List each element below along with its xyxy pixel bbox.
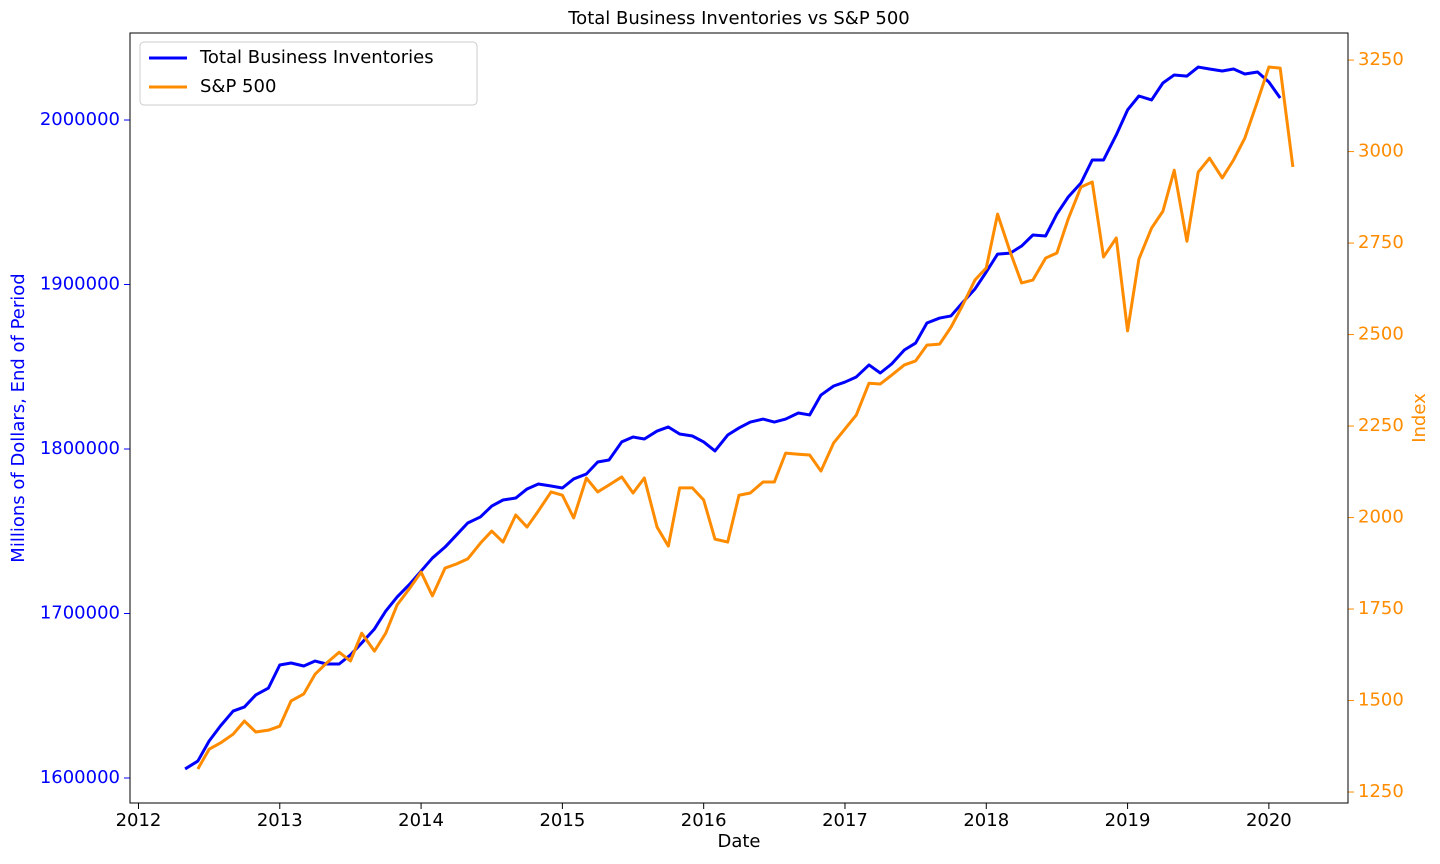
chart-title: Total Business Inventories vs S&P 500 (567, 8, 910, 29)
y2-tick-label: 1500 (1358, 690, 1404, 711)
plot-frame (129, 32, 1349, 804)
legend: Total Business Inventories S&P 500 (139, 41, 478, 106)
y-tick-label: 1700000 (40, 603, 120, 624)
y2-tick-label: 2750 (1358, 232, 1404, 253)
legend-label: Total Business Inventories (199, 47, 434, 68)
x-tick-label: 2012 (116, 810, 162, 831)
y2-axis-label: Index (1409, 393, 1430, 443)
y2-tick-label: 2250 (1358, 415, 1404, 436)
y2-tick-label: 2500 (1358, 324, 1404, 345)
x-tick-label: 2018 (963, 810, 1009, 831)
y-tick-label: 2000000 (40, 109, 120, 130)
x-tick-label: 2016 (681, 810, 727, 831)
x-tick-label: 2015 (539, 810, 585, 831)
x-tick-label: 2017 (822, 810, 868, 831)
x-tick-label: 2019 (1105, 810, 1151, 831)
y2-tick-label: 1250 (1358, 781, 1404, 802)
x-tick-label: 2014 (398, 810, 444, 831)
y2-tick-label: 1750 (1358, 598, 1404, 619)
series-line (196, 65, 1295, 770)
series-line (184, 65, 1282, 771)
y-tick-label: 1800000 (40, 438, 120, 459)
y-axis-label: Millions of Dollars, End of Period (8, 273, 29, 562)
x-axis-label: Date (717, 831, 760, 852)
x-tick-label: 2013 (257, 810, 303, 831)
y-tick-label: 1900000 (40, 274, 120, 295)
x-tick-label: 2020 (1246, 810, 1292, 831)
legend-box (139, 41, 478, 106)
y2-tick-label: 3000 (1358, 141, 1404, 162)
y2-tick-label: 2000 (1358, 507, 1404, 528)
y2-tick-label: 3250 (1358, 49, 1404, 70)
y-tick-label: 1600000 (40, 767, 120, 788)
legend-label: S&P 500 (200, 76, 276, 97)
